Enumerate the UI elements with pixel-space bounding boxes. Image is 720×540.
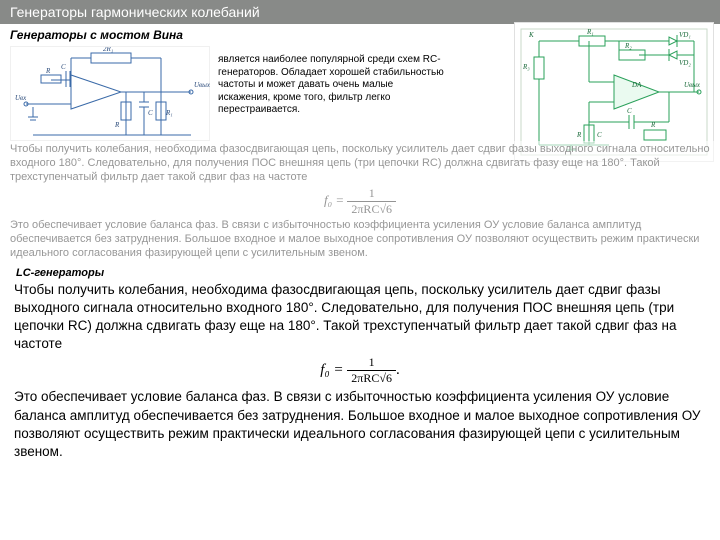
ghost-p1: Чтобы получить колебания, необходима фаз… — [10, 143, 710, 184]
formula-lhs: f₀ = — [324, 193, 344, 208]
page-title: Генераторы гармонических колебаний — [10, 4, 260, 20]
ghost-formula: f₀ = 1 2πRC√6 — [10, 184, 710, 219]
svg-text:R₃: R₃ — [522, 63, 530, 71]
svg-text:R: R — [650, 121, 656, 129]
svg-text:C: C — [627, 107, 632, 115]
formula-den-2: 2πRC√6 — [347, 371, 396, 386]
svg-text:VD₁: VD₁ — [679, 31, 691, 39]
svg-text:K: K — [528, 31, 534, 39]
svg-text:Uвых: Uвых — [194, 81, 211, 89]
formula-num: 1 — [347, 186, 396, 202]
svg-text:VD₂: VD₂ — [679, 59, 691, 67]
wien-bridge-circuit: 2R₁ Uвх Uвых R C R C R₁ — [10, 46, 210, 141]
svg-text:C: C — [61, 63, 66, 71]
svg-text:DA: DA — [631, 81, 642, 89]
section2-title: LC-генераторы — [0, 263, 720, 281]
svg-text:R₂: R₂ — [624, 42, 632, 50]
formula-lhs-2: f₀ = — [320, 362, 343, 378]
page-title-bar: Генераторы гармонических колебаний — [0, 0, 720, 24]
svg-text:Uвых: Uвых — [684, 81, 701, 89]
svg-text:R: R — [45, 67, 51, 75]
svg-text:C: C — [148, 109, 153, 117]
row-intro: 2R₁ Uвх Uвых R C R C R₁ является наиболе… — [0, 44, 720, 141]
svg-text:Uвх: Uвх — [15, 94, 27, 102]
svg-text:R: R — [114, 121, 120, 129]
formula-den: 2πRC√6 — [347, 202, 396, 217]
svg-text:C: C — [597, 131, 602, 139]
svg-text:2R₁: 2R₁ — [103, 47, 113, 53]
body-p1: Чтобы получить колебания, необходима фаз… — [0, 281, 720, 354]
body-p2: Это обеспечивает условие баланса фаз. В … — [0, 388, 720, 461]
svg-text:R₁: R₁ — [165, 109, 173, 117]
formula-tail: . — [396, 362, 400, 378]
formula-num-2: 1 — [347, 355, 396, 371]
ghost-block: Чтобы получить колебания, необходима фаз… — [0, 141, 720, 263]
intro-description: является наиболее популярной среди схем … — [218, 46, 448, 141]
svg-text:R₁: R₁ — [586, 28, 594, 36]
main-formula: f₀ = 1 2πRC√6 . — [0, 353, 720, 388]
svg-text:R: R — [576, 131, 582, 139]
ghost-p2: Это обеспечивает условие баланса фаз. В … — [10, 219, 710, 260]
